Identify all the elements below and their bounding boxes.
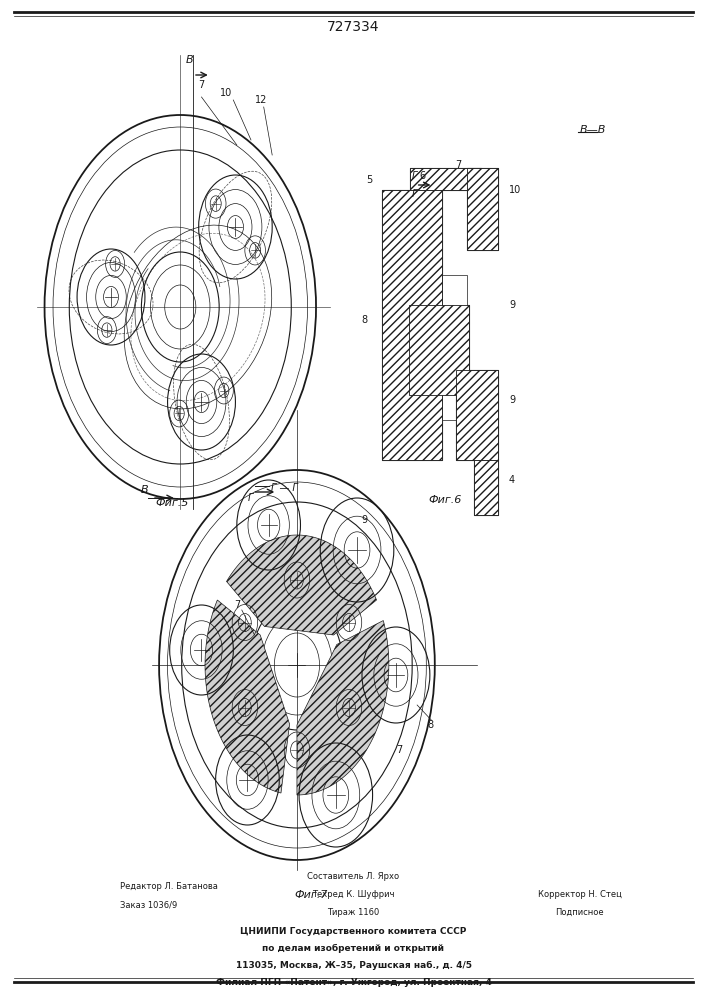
Bar <box>456 370 498 460</box>
Text: 10: 10 <box>509 185 521 195</box>
Text: Составитель Л. Ярхо: Составитель Л. Ярхо <box>308 872 399 881</box>
Text: 113035, Москва, Ж–35, Раушская наб., д. 4/5: 113035, Москва, Ж–35, Раушская наб., д. … <box>235 961 472 970</box>
Text: 7: 7 <box>397 745 402 755</box>
Text: В—В: В—В <box>580 125 606 135</box>
Text: Техред К. Шуфрич: Техред К. Шуфрич <box>312 890 395 899</box>
Bar <box>467 168 498 250</box>
Circle shape <box>387 341 410 373</box>
Text: Г — Г: Г — Г <box>271 483 298 493</box>
Text: Заказ 1036/9: Заказ 1036/9 <box>120 900 177 909</box>
Text: В: В <box>186 55 193 65</box>
Text: Редактор Л. Батанова: Редактор Л. Батанова <box>120 882 218 891</box>
Text: 5: 5 <box>366 175 372 185</box>
Text: Фиг.5: Фиг.5 <box>156 498 189 508</box>
Bar <box>382 190 442 460</box>
Bar <box>416 346 437 358</box>
Text: Г: Г <box>247 493 253 503</box>
Text: 9: 9 <box>509 395 515 405</box>
Text: 4: 4 <box>509 475 515 485</box>
Bar <box>409 305 469 395</box>
Bar <box>416 368 437 380</box>
Text: 9: 9 <box>361 515 367 525</box>
Polygon shape <box>205 600 290 793</box>
Text: Фиг.6: Фиг.6 <box>428 495 462 505</box>
Text: по делам изобретений и открытий: по делам изобретений и открытий <box>262 944 445 953</box>
Text: 7: 7 <box>234 600 240 610</box>
Bar <box>410 168 481 190</box>
Bar <box>456 370 498 460</box>
Bar <box>382 190 442 460</box>
Text: 9: 9 <box>509 300 515 310</box>
Text: 6: 6 <box>420 171 426 181</box>
Text: Г: Г <box>411 189 417 199</box>
Text: 10: 10 <box>220 88 233 98</box>
Text: 7: 7 <box>455 160 461 170</box>
Bar <box>389 330 409 385</box>
Text: 8: 8 <box>428 720 434 730</box>
Bar <box>416 324 437 336</box>
Text: Подписное: Подписное <box>556 908 604 917</box>
Text: 12: 12 <box>255 95 268 105</box>
Bar <box>409 305 469 395</box>
Bar <box>467 168 498 250</box>
Text: 7: 7 <box>199 80 204 90</box>
Bar <box>442 275 467 420</box>
Text: 8: 8 <box>361 315 368 325</box>
Text: Филиал ПГП «Патент», г. Ужгород, ул. Проектная, 4: Филиал ПГП «Патент», г. Ужгород, ул. Про… <box>216 978 491 987</box>
Text: Корректор Н. Стец: Корректор Н. Стец <box>538 890 621 899</box>
Text: 727334: 727334 <box>327 20 380 34</box>
Polygon shape <box>297 621 389 795</box>
Bar <box>410 168 481 190</box>
Bar <box>474 460 498 515</box>
Text: ЦНИИПИ Государственного комитета СССР: ЦНИИПИ Государственного комитета СССР <box>240 927 467 936</box>
Polygon shape <box>226 535 377 635</box>
Text: Тираж 1160: Тираж 1160 <box>327 908 380 917</box>
Text: Фиг.7: Фиг.7 <box>294 890 328 900</box>
Text: Г: Г <box>411 171 417 181</box>
Bar <box>474 460 498 515</box>
Text: В: В <box>141 485 148 495</box>
